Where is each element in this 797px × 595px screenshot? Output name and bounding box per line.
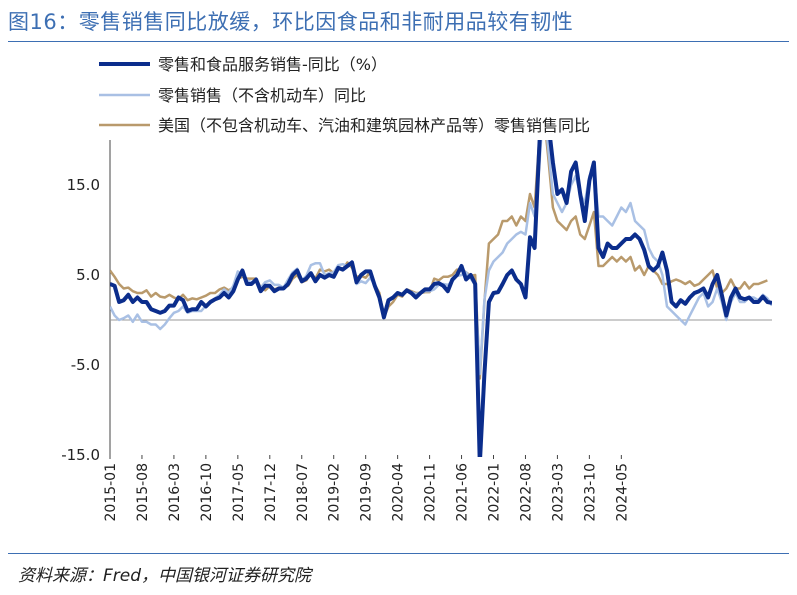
series-line-3 [110, 140, 768, 380]
x-tick-label: 2015-08 [135, 463, 151, 522]
series-line-1 [110, 140, 772, 457]
figure-title: 图16：零售销售同比放缓，环比因食品和非耐用品较有韧性 [8, 10, 574, 34]
legend-label-1: 零售和食品服务销售-同比（%） [158, 55, 387, 74]
source-note: 资料来源：Fred，中国银河证券研究院 [18, 566, 312, 586]
x-tick-label: 2023-03 [550, 463, 566, 522]
x-tick-label: 2018-07 [295, 463, 311, 522]
x-tick-label: 2023-10 [582, 463, 598, 522]
x-tick-label: 2020-11 [423, 463, 439, 522]
legend-label-2: 零售销售（不含机动车）同比 [158, 86, 366, 105]
legend-label-3: 美国（不包含机动车、汽油和建筑园林产品等）零售销售同比 [158, 116, 590, 135]
y-tick-label: 15.0 [67, 176, 100, 194]
x-tick-label: 2024-05 [614, 463, 630, 522]
x-tick-label: 2016-03 [167, 463, 183, 522]
x-tick-label: 2022-01 [487, 463, 503, 522]
x-tick-label: 2017-12 [263, 463, 279, 522]
x-tick-label: 2022-08 [518, 463, 534, 522]
x-tick-label: 2020-04 [391, 463, 407, 522]
y-tick-label: -15.0 [61, 446, 100, 464]
x-tick-label: 2019-02 [327, 463, 343, 522]
legend-item-2: 零售销售（不含机动车）同比 [99, 86, 366, 105]
y-tick-label: -5.0 [71, 356, 100, 374]
series-line-2 [110, 140, 772, 376]
legend: 零售和食品服务销售-同比（%） 零售销售（不含机动车）同比 美国（不包含机动车、… [99, 55, 590, 135]
x-tick-label: 2019-09 [359, 463, 375, 522]
x-tick-label: 2021-06 [455, 463, 471, 522]
x-tick-label: 2017-05 [231, 463, 247, 522]
legend-item-1: 零售和食品服务销售-同比（%） [99, 55, 387, 74]
x-tick-label: 2016-10 [199, 463, 215, 522]
y-tick-label: 5.0 [76, 266, 100, 284]
source-divider [8, 553, 789, 554]
x-tick-label: 2015-01 [103, 463, 119, 522]
title-divider [8, 41, 789, 42]
legend-item-3: 美国（不包含机动车、汽油和建筑园林产品等）零售销售同比 [99, 116, 590, 135]
